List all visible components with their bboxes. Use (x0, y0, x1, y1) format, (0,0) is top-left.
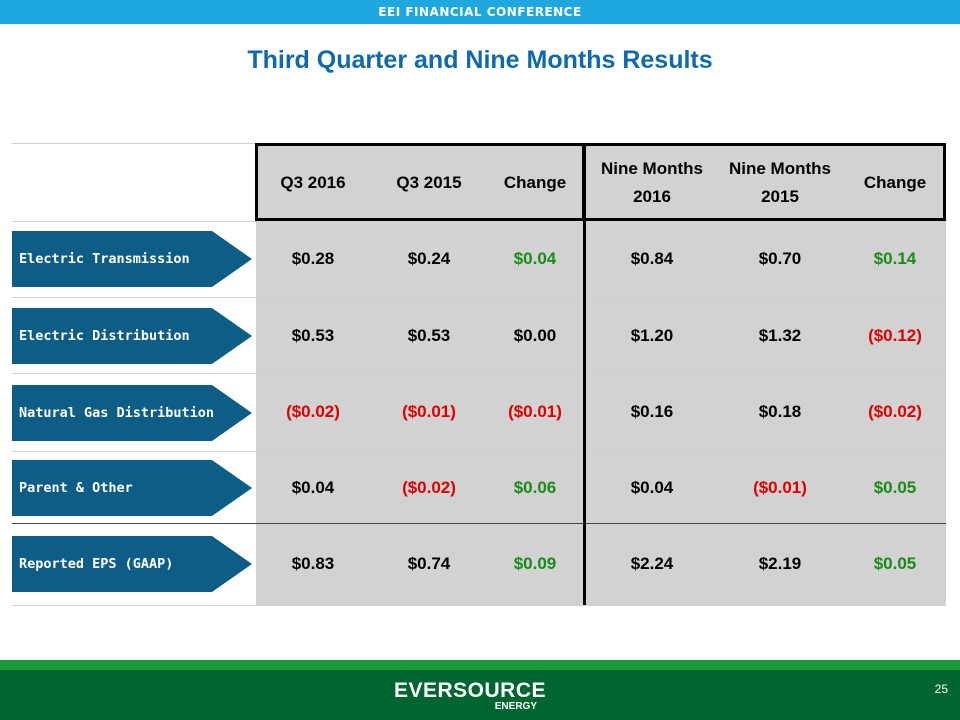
column-header: Nine Months 2015 (729, 159, 831, 206)
table-cell: $0.28 (291, 249, 335, 268)
column-header: Nine Months 2016 (601, 159, 703, 206)
eversource-logo: EVERSOURCE ENERGY (385, 680, 555, 716)
table-cell: $0.00 (513, 326, 557, 345)
total-divider (12, 523, 946, 524)
row-label: Natural Gas Distribution (19, 405, 215, 421)
table-cell: $2.19 (758, 554, 802, 573)
row-divider (12, 221, 256, 222)
footer-stripe (0, 660, 960, 670)
page-number: 25 (934, 682, 948, 696)
table-cell: $0.74 (407, 554, 451, 573)
table-cell: ($0.01) (402, 402, 456, 421)
table-cell: $2.24 (630, 554, 674, 573)
row-label: Reported EPS (GAAP) (19, 556, 174, 572)
column-header: Change (503, 173, 567, 192)
row-label: Parent & Other (19, 480, 133, 496)
table-cell: $0.70 (758, 249, 802, 268)
row-divider (12, 143, 256, 144)
table-cell: $0.05 (873, 478, 917, 497)
row-label: Electric Distribution (19, 328, 190, 344)
logo-subtext: ENERGY (494, 701, 537, 712)
conference-name: EEI FINANCIAL CONFERENCE (378, 5, 582, 19)
footer-bar (0, 660, 960, 720)
table-cell: ($0.12) (868, 326, 922, 345)
table-cell: $0.04 (291, 478, 335, 497)
table-cell: ($0.01) (508, 402, 562, 421)
table-cell: $0.24 (407, 249, 451, 268)
table-cell: $0.04 (513, 249, 557, 268)
top-banner: EEI FINANCIAL CONFERENCE (0, 0, 960, 24)
nine-months-header-box (584, 143, 946, 221)
row-label: Electric Transmission (19, 251, 190, 267)
table-cell: $0.06 (513, 478, 557, 497)
table-cell: $0.16 (630, 402, 674, 421)
table-cell: $0.84 (630, 249, 674, 268)
table-cell: $0.14 (873, 249, 917, 268)
table-cell: ($0.01) (753, 478, 807, 497)
column-header: Change (863, 173, 927, 192)
row-divider (12, 451, 946, 452)
logo-wordmark: EVERSOURCE (393, 679, 547, 702)
row-divider (12, 297, 946, 298)
row-divider (12, 605, 946, 606)
row-label-arrow: Electric Transmission (12, 231, 252, 287)
table-cell: ($0.02) (402, 478, 456, 497)
table-cell: $0.53 (407, 326, 451, 345)
table-cell: $1.20 (630, 326, 674, 345)
row-divider (12, 373, 946, 374)
row-label-arrow: Electric Distribution (12, 308, 252, 364)
table-cell: $1.32 (758, 326, 802, 345)
table-cell: $0.05 (873, 554, 917, 573)
table-cell: $0.04 (630, 478, 674, 497)
row-label-arrow: Parent & Other (12, 460, 252, 516)
table-cell: $0.09 (513, 554, 557, 573)
row-label-arrow: Natural Gas Distribution (12, 385, 252, 441)
table-cell: ($0.02) (868, 402, 922, 421)
slide-title: Third Quarter and Nine Months Results (247, 46, 713, 74)
table-cell: $0.53 (291, 326, 335, 345)
period-divider (583, 143, 586, 605)
column-header: Q3 2016 (280, 173, 346, 192)
table-cell: ($0.02) (286, 402, 340, 421)
column-header: Q3 2015 (396, 173, 462, 192)
row-label-arrow: Reported EPS (GAAP) (12, 536, 252, 592)
table-cell: $0.18 (758, 402, 802, 421)
table-cell: $0.83 (291, 554, 335, 573)
